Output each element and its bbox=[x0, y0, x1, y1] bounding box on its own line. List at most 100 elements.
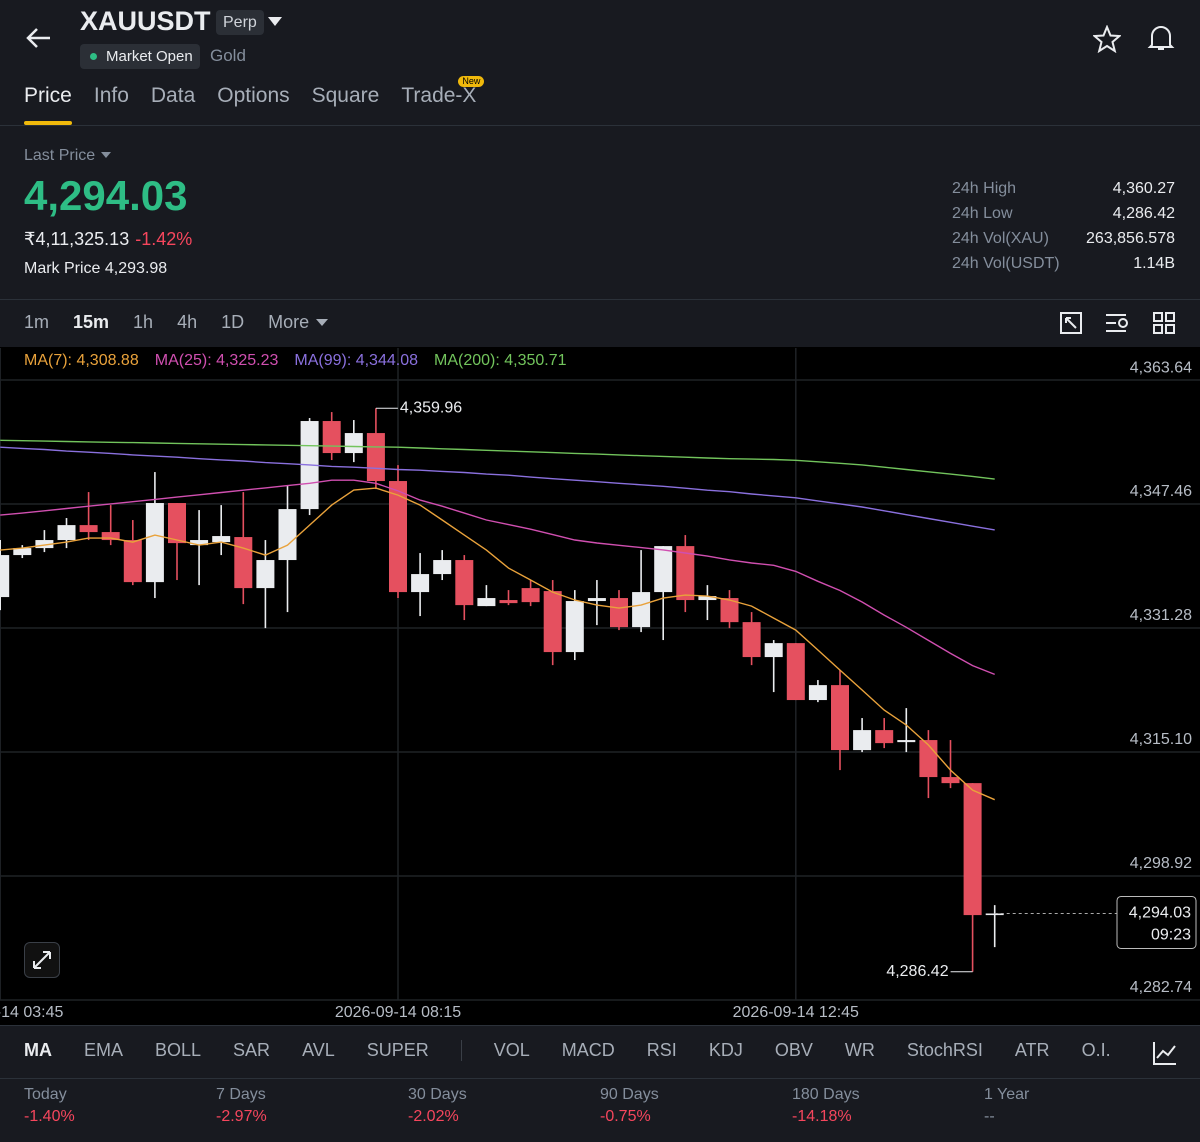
interval-label: 1m bbox=[24, 312, 50, 332]
candle-body bbox=[897, 740, 916, 743]
candle-body bbox=[632, 592, 651, 628]
tab-label: Square bbox=[311, 84, 380, 107]
tab[interactable]: Square bbox=[312, 78, 380, 125]
last-price-label: 4,294.03 bbox=[1129, 905, 1191, 922]
indicator-settings[interactable] bbox=[1140, 1030, 1200, 1074]
tab[interactable]: Info bbox=[94, 78, 129, 125]
interval-label: 1h bbox=[133, 312, 154, 332]
candle-body bbox=[168, 503, 186, 544]
price-chart: 4,363.64 4,347.46 4,331.28 4,315.10 4,298.92… bbox=[0, 347, 1200, 1025]
interval[interactable]: 1h bbox=[133, 312, 153, 333]
layout-icon[interactable] bbox=[1152, 311, 1176, 335]
candle-body bbox=[35, 540, 54, 549]
expand-button[interactable] bbox=[24, 942, 60, 978]
performance-item: 7 Days -2.97% bbox=[216, 1086, 408, 1126]
interval[interactable]: 15m bbox=[73, 312, 109, 333]
candle-body bbox=[985, 913, 1004, 916]
candle-body bbox=[344, 433, 363, 454]
period-label: 90 Days bbox=[600, 1086, 659, 1103]
indicator[interactable]: ATR bbox=[1014, 1040, 1050, 1060]
x-tick-label: 2026-09-14 08:15 bbox=[335, 1004, 461, 1021]
interval[interactable]: 4h bbox=[177, 312, 197, 333]
candle-body bbox=[963, 783, 982, 916]
indicator[interactable]: RSI bbox=[646, 1040, 677, 1060]
candle-body bbox=[123, 540, 142, 583]
interval-bar: 1m 15m 1h 4h 1D More bbox=[24, 312, 329, 333]
divider bbox=[0, 1025, 1200, 1026]
indicator[interactable]: OBV bbox=[774, 1040, 813, 1060]
indicator[interactable]: MA bbox=[24, 1040, 52, 1060]
caret bbox=[100, 152, 111, 158]
mark-row: Mark Price 4,293.98 bbox=[24, 260, 167, 278]
period-label: 1 Year bbox=[984, 1086, 1030, 1103]
candle-body bbox=[433, 560, 452, 575]
interval[interactable]: 1m bbox=[24, 312, 49, 333]
period-change: -0.75% bbox=[600, 1108, 651, 1125]
indicator[interactable]: SUPER bbox=[366, 1040, 429, 1060]
fiat-row: ₹4,11,325.13 -1.42% bbox=[24, 229, 192, 250]
candle-body bbox=[764, 643, 783, 658]
tab[interactable]: Price bbox=[24, 78, 72, 125]
ma-line bbox=[0, 487, 995, 801]
countdown: 09:23 bbox=[1151, 927, 1191, 944]
stat-value: 4,286.42 bbox=[1112, 205, 1175, 222]
candle-body bbox=[57, 525, 76, 541]
stat-row: 24h Vol(XAU) 263,856.578 bbox=[952, 230, 1175, 255]
interval[interactable]: 1D bbox=[221, 312, 244, 333]
indicator[interactable]: BOLL bbox=[155, 1040, 202, 1060]
tool-icon[interactable] bbox=[1059, 311, 1083, 335]
candle-body bbox=[676, 546, 695, 601]
settings-icon[interactable] bbox=[1104, 311, 1130, 335]
indicator[interactable]: KDJ bbox=[708, 1040, 743, 1060]
tab[interactable]: Data bbox=[151, 78, 195, 125]
candle-body bbox=[521, 588, 540, 603]
tab-label: Trade-X bbox=[401, 84, 477, 107]
stat-row: 24h High 4,360.27 bbox=[952, 180, 1175, 205]
ma-line bbox=[0, 479, 995, 676]
period-label: Today bbox=[24, 1086, 67, 1103]
period-change: -2.02% bbox=[408, 1108, 459, 1125]
tab-label: Data bbox=[150, 84, 196, 107]
period-change: -14.18% bbox=[792, 1108, 852, 1125]
interval[interactable]: More bbox=[268, 312, 329, 333]
candle-body bbox=[853, 730, 872, 751]
favorite-icon[interactable] bbox=[1093, 25, 1121, 53]
last-price-tag bbox=[1116, 895, 1197, 949]
performance-item: Today -1.40% bbox=[24, 1086, 216, 1126]
back-button[interactable] bbox=[24, 26, 52, 50]
caret bbox=[316, 319, 329, 326]
label-text: Last Price bbox=[24, 147, 96, 164]
candle-body bbox=[565, 601, 584, 653]
interval-label: 15m bbox=[73, 312, 110, 332]
candle-body bbox=[366, 433, 385, 482]
indicator[interactable]: SAR bbox=[233, 1040, 271, 1060]
indicator[interactable]: StochRSI bbox=[906, 1040, 983, 1060]
indicator[interactable]: O.I. bbox=[1081, 1040, 1111, 1060]
candle-body bbox=[145, 503, 164, 583]
legend-entry: MA(25): 4,325.23 bbox=[154, 352, 279, 369]
indicator[interactable]: MACD bbox=[561, 1040, 615, 1060]
candle-body bbox=[941, 777, 960, 784]
last-price: 4,294.03 bbox=[24, 172, 188, 219]
candle-body bbox=[543, 591, 562, 653]
candle-body bbox=[411, 574, 430, 593]
candle-body bbox=[455, 560, 474, 606]
stats: 24h High 4,360.27 24h Low 4,286.42 24h Vol(X… bbox=[952, 180, 1175, 280]
symbol-menu[interactable] bbox=[267, 16, 283, 28]
indicator[interactable]: AVL bbox=[302, 1040, 335, 1060]
indicator[interactable]: WR bbox=[844, 1040, 875, 1060]
period-change: -2.97% bbox=[216, 1108, 267, 1125]
candle-body bbox=[499, 600, 518, 604]
divider bbox=[0, 125, 1200, 126]
tab[interactable]: Trade-X New bbox=[401, 76, 485, 125]
indicator[interactable]: EMA bbox=[84, 1040, 124, 1060]
alert-icon[interactable] bbox=[1147, 23, 1175, 53]
last-price-label[interactable]: Last Price bbox=[24, 147, 112, 165]
legend-entry: MA(7): 4,308.88 bbox=[24, 352, 139, 369]
tab[interactable]: Options bbox=[217, 78, 289, 125]
ma-line bbox=[0, 439, 995, 480]
indicator[interactable]: VOL bbox=[460, 1040, 530, 1061]
y-tick-label: 4,347.46 bbox=[1130, 483, 1192, 500]
